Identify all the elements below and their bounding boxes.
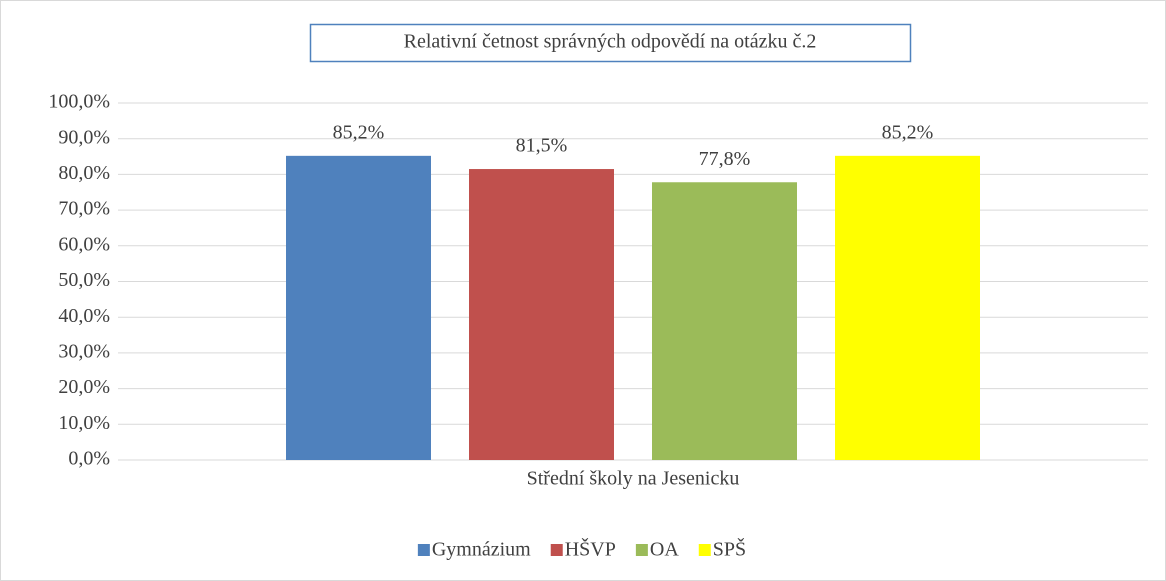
data-label: 85,2% bbox=[333, 121, 385, 143]
legend-swatch bbox=[417, 544, 430, 556]
legend-swatch bbox=[698, 544, 711, 556]
data-label: 77,8% bbox=[699, 148, 751, 170]
bar bbox=[286, 155, 431, 460]
legend-swatch bbox=[550, 544, 563, 556]
y-tick-label: 50,0% bbox=[58, 269, 110, 291]
y-tick-label: 10,0% bbox=[58, 412, 110, 434]
y-tick-label: 60,0% bbox=[58, 233, 110, 255]
data-label: 85,2% bbox=[882, 121, 934, 143]
y-tick-label: 0,0% bbox=[68, 448, 110, 470]
title-box bbox=[309, 23, 912, 63]
y-tick-label: 70,0% bbox=[58, 198, 110, 220]
data-label: 81,5% bbox=[516, 135, 568, 157]
bar bbox=[652, 182, 797, 460]
x-tick-label: Střední školy na Jesenicku bbox=[527, 468, 740, 490]
y-tick-label: 90,0% bbox=[58, 126, 110, 148]
legend-swatch bbox=[635, 544, 648, 556]
bar bbox=[835, 155, 980, 460]
y-tick-label: 40,0% bbox=[58, 305, 110, 327]
y-tick-label: 80,0% bbox=[58, 162, 110, 184]
y-tick-label: 100,0% bbox=[48, 91, 110, 113]
legend-label: OA bbox=[650, 539, 679, 561]
chart-title: Relativní četnost správných odpovědí na … bbox=[404, 31, 817, 53]
legend-label: Gymnázium bbox=[432, 539, 531, 561]
legend-label: HŠVP bbox=[565, 537, 616, 561]
bar bbox=[469, 169, 614, 461]
y-tick-label: 30,0% bbox=[58, 340, 110, 362]
legend-label: SPŠ bbox=[713, 537, 746, 561]
y-tick-label: 20,0% bbox=[58, 376, 110, 398]
